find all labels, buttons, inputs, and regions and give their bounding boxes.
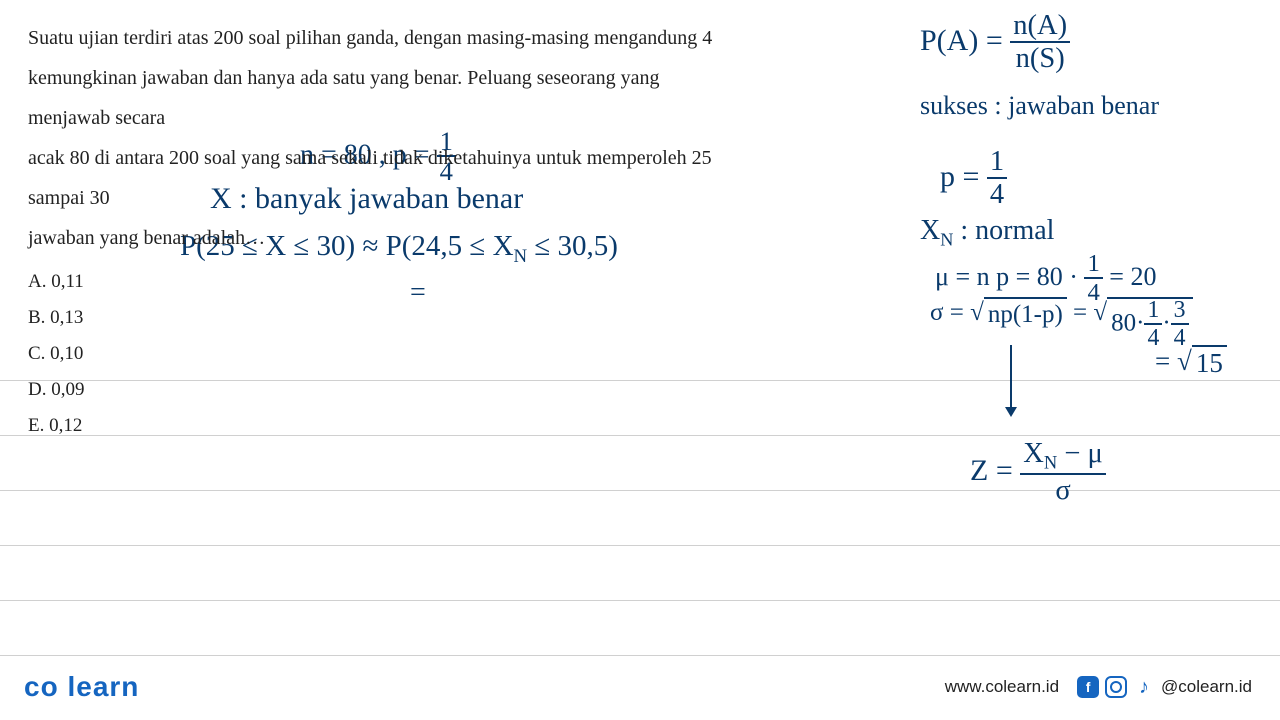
z-num-sub: N — [1044, 453, 1057, 474]
content-area: Suatu ujian terdiri atas 200 soal piliha… — [0, 0, 1280, 444]
hand-z-den: σ — [1020, 475, 1106, 506]
question-line4: jawaban yang benar adalah… — [28, 227, 265, 249]
question-line3: acak 80 di antara 200 soal yang sama sek… — [28, 147, 712, 209]
hand-z: Z = XN − μ σ — [970, 440, 1106, 507]
instagram-icon — [1105, 676, 1127, 698]
footer-right: www.colearn.id f ♪ @colearn.id — [945, 676, 1252, 698]
social-handle: @colearn.id — [1161, 677, 1252, 697]
hand-z-label: Z = — [970, 454, 1020, 487]
option-d: D. 0,09 — [28, 372, 1252, 408]
footer-url: www.colearn.id — [945, 677, 1059, 697]
social-icons: f ♪ @colearn.id — [1077, 676, 1252, 698]
brand-learn: learn — [67, 671, 139, 702]
tiktok-icon: ♪ — [1133, 676, 1155, 698]
hand-z-num: XN − μ — [1020, 440, 1106, 475]
option-a: A. 0,11 — [28, 264, 1252, 300]
answer-options: A. 0,11 B. 0,13 C. 0,10 D. 0,09 E. 0,12 — [28, 264, 1252, 444]
option-c: C. 0,10 — [28, 336, 1252, 372]
brand-co: co — [24, 671, 59, 702]
brand-logo: co learn — [24, 671, 139, 703]
option-b: B. 0,13 — [28, 300, 1252, 336]
question-line2: kemungkinan jawaban dan hanya ada satu y… — [28, 67, 659, 129]
facebook-icon: f — [1077, 676, 1099, 698]
footer: co learn www.colearn.id f ♪ @colearn.id — [0, 664, 1280, 720]
question-line1: Suatu ujian terdiri atas 200 soal piliha… — [28, 27, 712, 49]
question-text: Suatu ujian terdiri atas 200 soal piliha… — [28, 18, 728, 258]
option-e: E. 0,12 — [28, 408, 1252, 444]
